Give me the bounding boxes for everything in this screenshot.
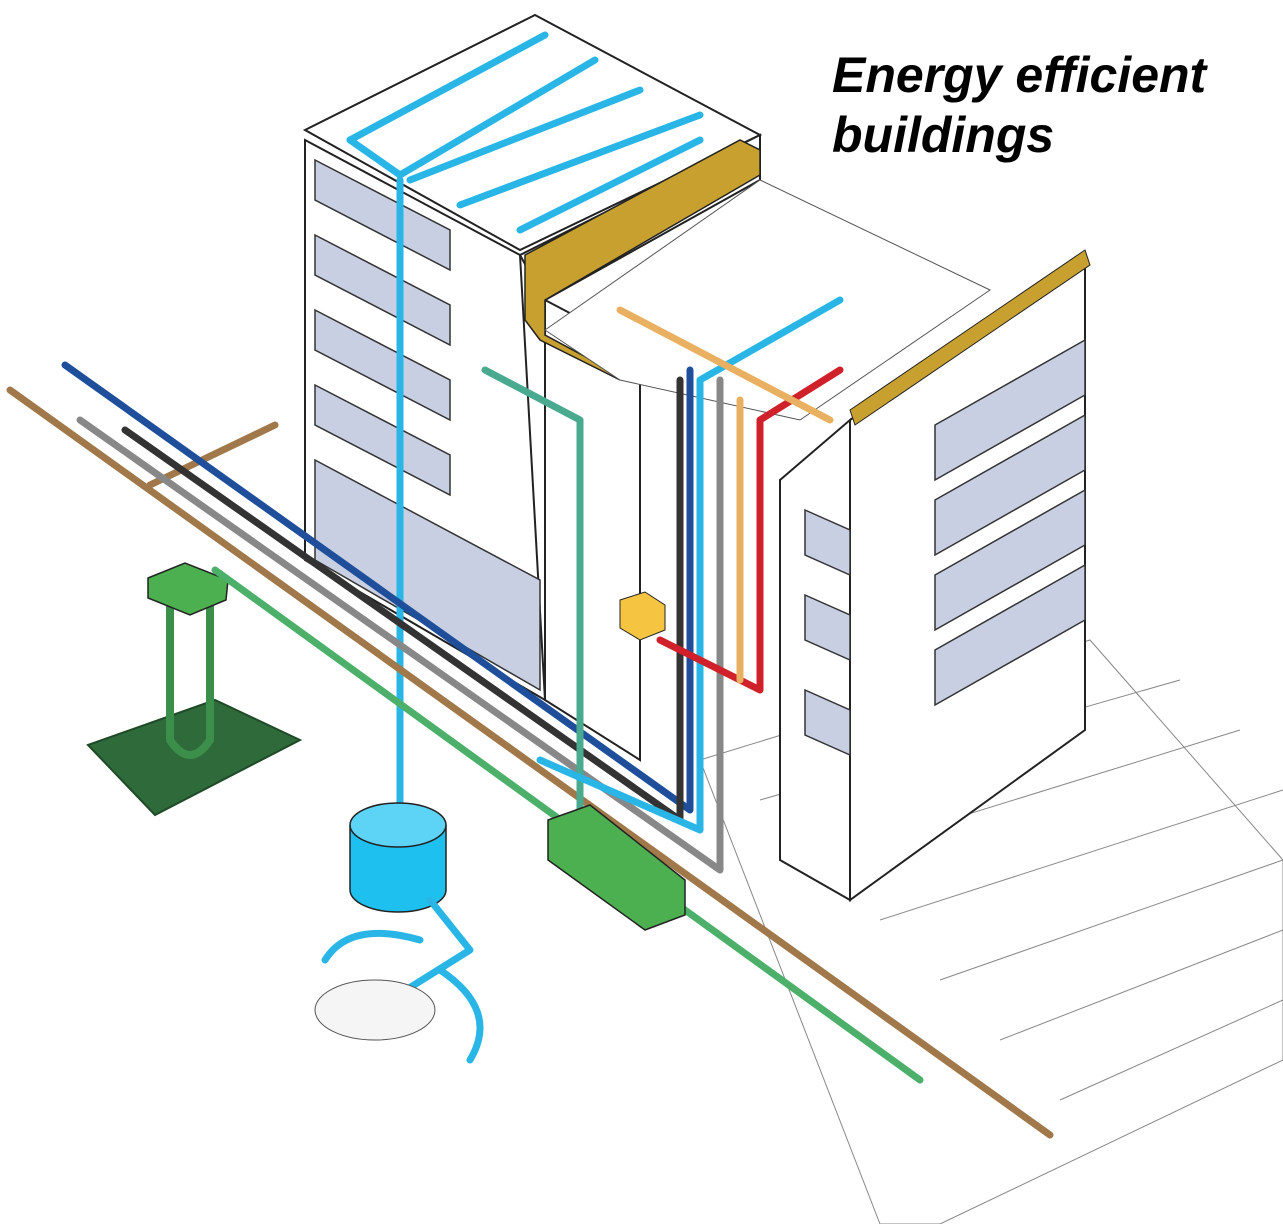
illustration: Energy efficient buildings	[0, 0, 1283, 1224]
brown-branch	[150, 425, 275, 485]
pond	[315, 980, 435, 1040]
title-line: buildings	[832, 107, 1054, 163]
title-line: Energy efficient	[832, 47, 1209, 103]
page: Energy efficient buildings (() => { cons…	[0, 0, 1283, 1224]
